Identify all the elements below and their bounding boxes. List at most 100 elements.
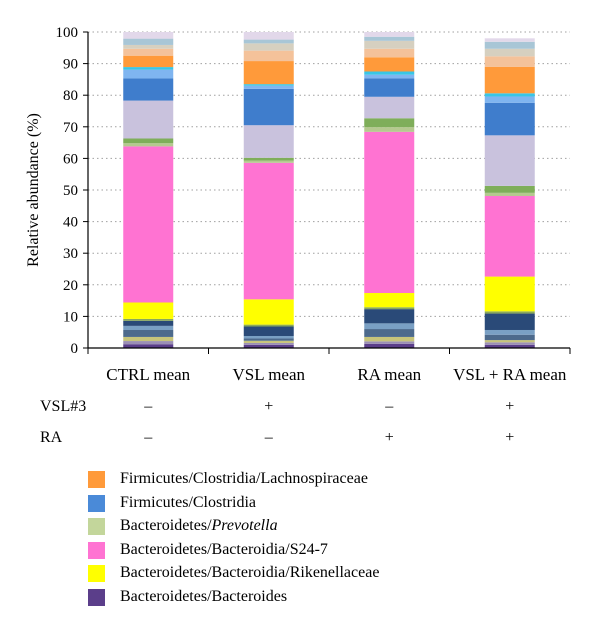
bar-segment bbox=[243, 338, 294, 341]
treatment-value: – bbox=[144, 429, 153, 446]
bar-segment bbox=[243, 125, 294, 158]
bar-segment bbox=[243, 299, 294, 325]
bar-segment bbox=[123, 146, 174, 303]
bar-segment bbox=[123, 318, 174, 321]
bar-segment bbox=[123, 143, 174, 147]
bar-segment bbox=[364, 74, 415, 79]
category-label: VSL mean bbox=[232, 365, 305, 384]
treatment-value: – bbox=[385, 398, 394, 415]
bar-segment bbox=[123, 320, 174, 326]
bar-segment bbox=[484, 135, 535, 186]
bar-segment bbox=[484, 313, 535, 330]
y-tick-label: 20 bbox=[63, 278, 78, 294]
bar-segment bbox=[364, 293, 415, 308]
legend-swatch bbox=[88, 588, 105, 606]
bar-segment bbox=[484, 192, 535, 197]
bar-segment bbox=[364, 341, 415, 344]
bar-segment bbox=[364, 78, 415, 97]
bar-segment bbox=[123, 32, 174, 39]
bar-segment bbox=[123, 325, 174, 330]
bar-segment bbox=[364, 71, 415, 75]
bar-segment bbox=[123, 344, 174, 348]
bar-segment bbox=[123, 138, 174, 144]
bar-segment bbox=[123, 44, 174, 49]
legend-swatch bbox=[88, 494, 105, 512]
legend-swatch bbox=[88, 565, 105, 582]
y-tick-label: 50 bbox=[63, 183, 78, 199]
bar-segment bbox=[123, 48, 174, 56]
bar-segment bbox=[123, 302, 174, 319]
bar-segment bbox=[243, 326, 294, 336]
y-axis-label: Relative abundance (%) bbox=[25, 113, 42, 267]
bar-segment bbox=[484, 311, 535, 314]
bar-segment bbox=[364, 40, 415, 49]
treatment-label: RA bbox=[40, 429, 63, 446]
legend-label: Firmicutes/Clostridia/Lachnospiraceae bbox=[120, 470, 368, 487]
bar-segment bbox=[364, 32, 415, 37]
bar-segment bbox=[243, 340, 294, 343]
legend-label: Bacteroidetes/Bacteroidia/S24-7 bbox=[120, 540, 328, 558]
bar-segment bbox=[123, 336, 174, 342]
y-tick-label: 0 bbox=[71, 341, 79, 357]
bar-segment bbox=[123, 78, 174, 101]
bar-segment bbox=[243, 85, 294, 89]
bar-segment bbox=[243, 43, 294, 51]
y-tick-label: 70 bbox=[63, 120, 78, 136]
bar-segment bbox=[243, 88, 294, 126]
y-tick-label: 10 bbox=[63, 309, 78, 325]
bar-segment bbox=[484, 66, 535, 94]
bar-segment bbox=[484, 41, 535, 49]
category-label: CTRL mean bbox=[106, 365, 190, 384]
legend-swatch bbox=[88, 471, 105, 488]
bars bbox=[123, 32, 535, 348]
bar-segment bbox=[484, 96, 535, 103]
category-label: VSL + RA mean bbox=[453, 365, 567, 384]
bar-segment bbox=[364, 131, 415, 294]
treatment-value: + bbox=[505, 398, 515, 415]
treatment-value: + bbox=[384, 429, 394, 446]
y-tick-label: 90 bbox=[63, 57, 78, 73]
bar-segment bbox=[364, 57, 415, 72]
bar-segment bbox=[243, 61, 294, 85]
y-tick-label: 60 bbox=[63, 151, 78, 167]
category-label: RA mean bbox=[357, 365, 421, 384]
bar-segment bbox=[364, 118, 415, 128]
legend-swatch bbox=[88, 518, 105, 535]
treatment-value: – bbox=[144, 398, 153, 415]
y-tick-labels: 0 10 20 30 40 50 60 70 80 90 100 bbox=[56, 25, 79, 357]
y-tick-label: 100 bbox=[56, 25, 79, 41]
bar-segment bbox=[243, 342, 294, 345]
bar-segment bbox=[243, 344, 294, 348]
treatment-label: VSL#3 bbox=[40, 398, 87, 415]
y-tick-label: 80 bbox=[63, 88, 78, 104]
bar-segment bbox=[364, 96, 415, 119]
bar-segment bbox=[484, 276, 535, 312]
legend-label: Bacteroidetes/Bacteroidia/Rikenellaceae bbox=[120, 564, 380, 581]
treatment-value: + bbox=[505, 429, 515, 446]
bar-segment bbox=[123, 38, 174, 45]
legend-label: Bacteroidetes/Bacteroides bbox=[120, 587, 288, 605]
bar-segment bbox=[484, 342, 535, 345]
treatment-value: + bbox=[264, 398, 274, 415]
bar-segment bbox=[123, 67, 174, 70]
axes bbox=[83, 31, 571, 354]
bar-segment bbox=[243, 32, 294, 40]
bar-segment bbox=[243, 324, 294, 327]
bar-segment bbox=[484, 340, 535, 343]
bar-segment bbox=[364, 307, 415, 310]
category-labels: CTRL mean VSL mean RA mean VSL + RA mean bbox=[106, 365, 567, 384]
y-tick-label: 40 bbox=[63, 215, 78, 231]
bar-segment bbox=[484, 196, 535, 277]
stacked-bar-chart: 0 10 20 30 40 50 60 70 80 90 100 CTRL mean VSL mean… bbox=[25, 25, 571, 384]
bar-segment bbox=[243, 50, 294, 62]
bar-segment bbox=[484, 56, 535, 67]
bar-segment bbox=[484, 185, 535, 193]
bar-segment bbox=[123, 100, 174, 139]
bar-segment bbox=[484, 329, 535, 335]
bar-segment bbox=[484, 48, 535, 57]
bar-segment bbox=[484, 102, 535, 136]
bar-segment bbox=[364, 329, 415, 337]
bar-segment bbox=[123, 55, 174, 68]
legend-label: Bacteroidetes/Prevotella bbox=[120, 517, 278, 534]
bar-segment bbox=[364, 48, 415, 58]
